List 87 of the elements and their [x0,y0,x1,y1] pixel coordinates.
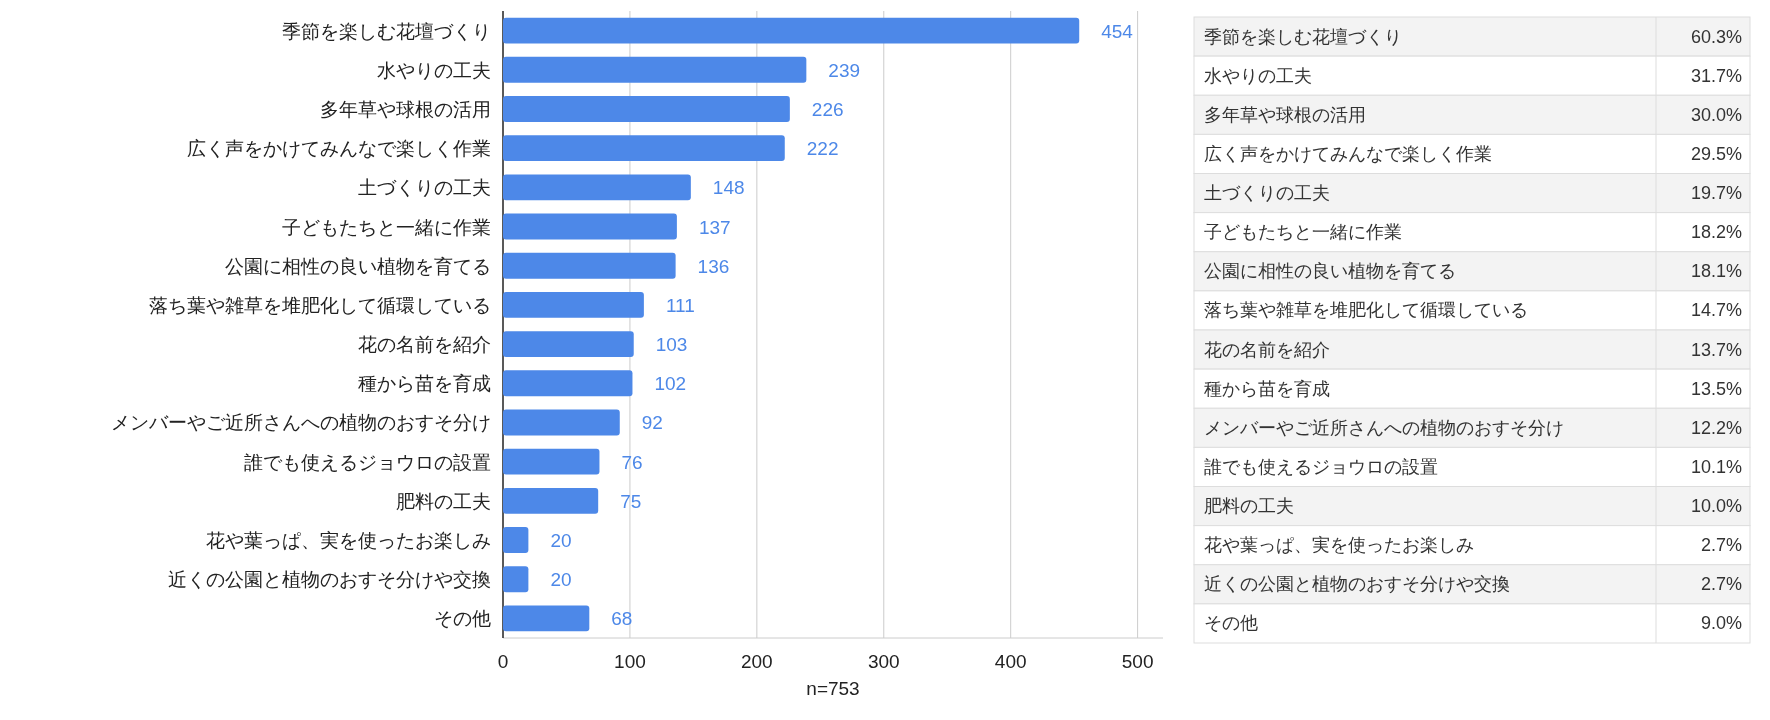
bar [503,291,644,318]
y-tick-label: 公園に相性の良い植物を育てる [225,255,491,277]
x-tick-label: 100 [614,651,646,672]
data-label: 68 [611,608,633,630]
text: 13.5% [1690,378,1742,399]
category-label: 近くの公園と植物のおすそ分けや交換 [1204,574,1510,595]
text: 30.0% [1690,104,1742,125]
bar [503,605,590,632]
y-tick-label: 広く声をかけてみんなで楽しく作業 [187,138,491,160]
data-label: 103 [655,334,688,356]
data-label: 239 [828,59,861,81]
text: 10.1% [1690,456,1742,477]
y-tick-label: メンバーやご近所さんへの植物のおすそ分け [111,412,491,434]
x-tick-label: 400 [994,651,1027,672]
data-label: 20 [550,530,572,552]
bar [503,56,807,83]
category-label: メンバーやご近所さんへの植物のおすそ分け [1204,417,1564,438]
data-label: 148 [712,177,745,199]
bar [503,409,620,436]
data-label: 20 [550,569,572,591]
category-label: 土づくりの工夫 [1204,183,1330,204]
data-label: 136 [697,255,730,277]
text: 12.2% [1690,417,1742,438]
category-label: 公園に相性の良い植物を育てる [1204,261,1456,282]
data-label: 226 [811,98,844,120]
x-tick-label: 300 [867,651,900,672]
data-label: 102 [654,373,687,395]
data-label: 222 [806,138,839,160]
y-tick-label: 花の名前を紹介 [358,334,491,356]
y-tick-label: 花や葉っぱ、実を使ったお楽しみ [206,530,491,552]
text: 18.1% [1690,261,1742,282]
bar [503,487,599,514]
y-tick-label: 水やりの工夫 [377,59,491,81]
bar [503,527,529,553]
category-label: 広く声をかけてみんなで楽しく作業 [1204,143,1492,164]
y-tick-label: 肥料の工夫 [396,490,491,512]
y-tick-label: 子どもたちと一緒に作業 [282,216,491,238]
text: 60.3% [1690,26,1742,47]
x-tick-label: 500 [1121,651,1154,672]
data-label: 111 [665,294,695,316]
category-label: その他 [1204,613,1258,634]
text: 9.0% [1700,613,1742,634]
category-label: 誰でも使えるジョウロの設置 [1204,456,1438,477]
category-label: 花や葉っぱ、実を使ったお楽しみ [1204,535,1474,556]
y-tick-label: その他 [434,608,491,630]
x-axis-title: n=753 [806,678,860,699]
text: 29.5% [1690,143,1742,164]
bar [503,213,677,240]
y-tick-label: 近くの公園と植物のおすそ分けや交換 [168,569,491,591]
bar [503,252,676,279]
y-tick-label: 多年草や球根の活用 [320,98,491,120]
category-label: 多年草や球根の活用 [1204,104,1366,125]
text: 14.7% [1690,300,1742,321]
text: 13.7% [1690,339,1742,360]
text: 19.7% [1690,183,1742,204]
text: 2.7% [1700,535,1742,556]
text: 31.7% [1690,65,1742,86]
bar [503,331,634,358]
data-label: 76 [621,451,643,473]
category-label: 落ち葉や雑草を堆肥化して循環している [1204,300,1528,321]
x-tick-label: 0 [497,651,509,672]
bar [503,17,1080,44]
bar [503,96,790,122]
category-label: 水やりの工夫 [1204,65,1312,86]
data-label: 137 [698,216,731,238]
y-tick-label: 種から苗を育成 [358,373,491,395]
text: 10.0% [1690,496,1742,517]
data-label: 92 [641,412,663,434]
text: 18.2% [1690,222,1742,243]
category-label: 花の名前を紹介 [1204,339,1330,360]
category-label: 季節を楽しむ花壇づくり [1204,26,1402,47]
data-label: 75 [620,490,642,512]
bar [503,370,633,397]
category-label: 種から苗を育成 [1204,378,1330,399]
y-tick-label: 土づくりの工夫 [358,177,491,199]
y-tick-label: 季節を楽しむ花壇づくり [282,20,491,42]
data-label: 454 [1101,20,1134,42]
category-label: 肥料の工夫 [1204,496,1294,517]
bar [503,566,529,593]
text: 2.7% [1700,574,1742,595]
bar [503,135,785,162]
category-label: 子どもたちと一緒に作業 [1204,222,1402,243]
y-tick-label: 落ち葉や雑草を堆肥化して循環している [149,294,491,316]
bar [503,174,691,201]
x-tick-label: 200 [740,651,773,672]
bar [503,448,600,475]
y-tick-label: 誰でも使えるジョウロの設置 [244,451,491,473]
